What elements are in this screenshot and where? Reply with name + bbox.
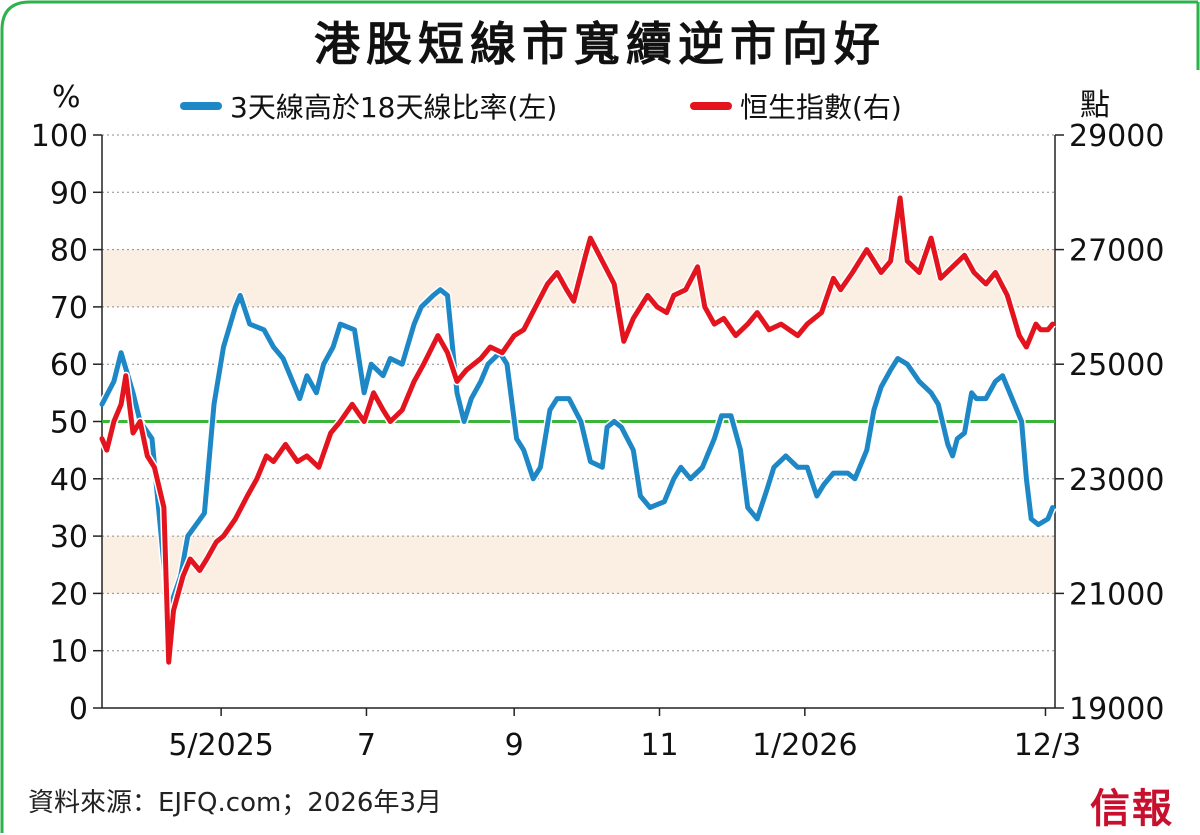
left-tick-label: 70 bbox=[50, 291, 88, 326]
left-tick-label: 60 bbox=[50, 348, 88, 383]
legend-swatch-breadth bbox=[180, 102, 222, 110]
right-tick-label: 23000 bbox=[1069, 463, 1164, 498]
left-tick-label: 90 bbox=[50, 176, 88, 211]
plot-area: 0 10 20 30 40 50 60 70 80 90 100 19000 21000 23000 250… bbox=[31, 119, 1165, 763]
x-tick-label: 9 bbox=[505, 728, 524, 763]
left-tick-label: 100 bbox=[31, 119, 88, 154]
left-tick-label: 10 bbox=[50, 635, 88, 670]
left-tick-label: 50 bbox=[50, 406, 88, 441]
right-tick-label: 21000 bbox=[1069, 577, 1164, 612]
right-tick-label: 19000 bbox=[1069, 692, 1164, 727]
right-axis-unit: 點 bbox=[1080, 88, 1110, 123]
legend-swatch-hsi bbox=[690, 102, 732, 110]
right-tick-label: 27000 bbox=[1069, 234, 1164, 269]
right-tick-label: 25000 bbox=[1069, 348, 1164, 383]
legend-label-breadth: 3天線高於18天線比率(左) bbox=[230, 91, 558, 124]
left-tick-label: 20 bbox=[50, 577, 88, 612]
legend-item-hsi: 恒生指數(右) bbox=[690, 86, 902, 126]
left-tick-label: 40 bbox=[50, 463, 88, 498]
x-tick-label: 12/3 bbox=[1014, 728, 1081, 763]
x-tick-label: 5/2025 bbox=[168, 728, 274, 763]
x-tick-label: 1/2026 bbox=[752, 728, 858, 763]
left-tick-label: 30 bbox=[50, 520, 88, 555]
left-tick-label: 80 bbox=[50, 234, 88, 269]
left-tick-label: 0 bbox=[69, 692, 88, 727]
series-line-breadth bbox=[99, 287, 1056, 614]
legend-label-hsi: 恒生指數(右) bbox=[740, 91, 902, 124]
series-line-hsi bbox=[99, 195, 1056, 665]
left-axis-unit: % bbox=[52, 80, 81, 115]
x-tick-label: 7 bbox=[357, 728, 376, 763]
shaded-band-1 bbox=[102, 536, 1055, 594]
chart-title: 港股短線市寬續逆市向好 bbox=[314, 17, 886, 71]
legend-item-breadth: 3天線高於18天線比率(左) bbox=[180, 86, 557, 126]
x-tick-label: 11 bbox=[640, 728, 678, 763]
brand-logo: 信報 bbox=[1090, 785, 1174, 832]
right-tick-label: 29000 bbox=[1069, 119, 1164, 154]
source-note: 資料來源：EJFQ.com；2026年3月 bbox=[28, 788, 443, 818]
